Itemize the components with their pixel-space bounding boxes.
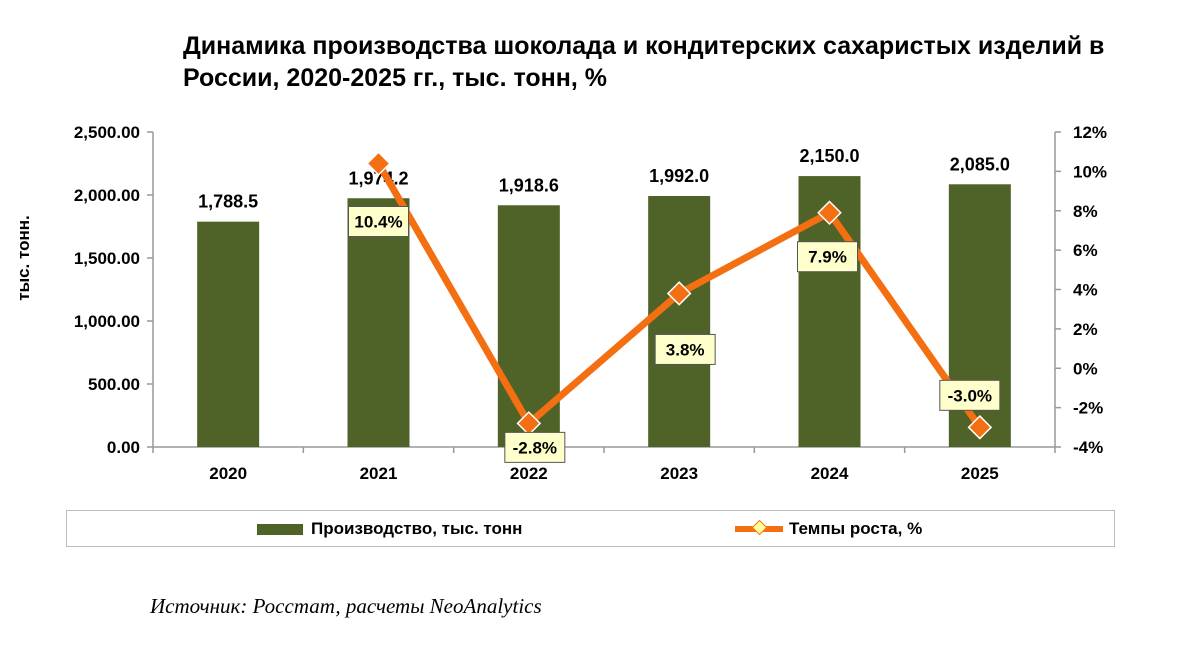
- y-tick-label: 1,000.00: [74, 312, 140, 331]
- growth-data-label: -3.0%: [948, 386, 992, 405]
- y-tick-label: 0.00: [107, 438, 140, 457]
- growth-label-box: [939, 379, 1001, 411]
- x-tick-label: 2023: [660, 464, 698, 483]
- y2-tick-label: -2%: [1073, 399, 1103, 418]
- y-tick-label: 500.00: [88, 375, 140, 394]
- x-tick-label: 2020: [209, 464, 247, 483]
- bar-data-label: 2,085.0: [950, 154, 1010, 174]
- y-tick-label: 2,500.00: [74, 123, 140, 142]
- x-tick-label: 2022: [510, 464, 548, 483]
- bar-data-label: 1,918.6: [499, 175, 559, 195]
- x-tick-label: 2025: [961, 464, 999, 483]
- y2-tick-label: 10%: [1073, 162, 1107, 181]
- y-tick-label: 2,000.00: [74, 186, 140, 205]
- bar-data-label: 2,150.0: [799, 146, 859, 166]
- bar-2021: [347, 198, 410, 447]
- growth-marker-2025: [967, 415, 993, 440]
- y2-tick-label: -4%: [1073, 438, 1103, 457]
- bar-data-label: 1,992.0: [649, 166, 709, 186]
- growth-data-label: 7.9%: [808, 248, 847, 267]
- bar-2023: [648, 196, 711, 447]
- y2-tick-label: 6%: [1073, 241, 1098, 260]
- y2-tick-label: 12%: [1073, 123, 1107, 142]
- growth-label-box: [797, 241, 858, 273]
- y2-tick-label: 4%: [1073, 281, 1098, 300]
- growth-marker-2021: [366, 151, 391, 176]
- legend-item-production: Производство, тыс. тонн: [257, 519, 522, 539]
- bar-data-label: 1,788.5: [198, 192, 258, 212]
- growth-marker-2024: [817, 200, 842, 226]
- y-tick-label: 1,500.00: [74, 249, 140, 268]
- y2-tick-label: 2%: [1073, 320, 1098, 339]
- growth-data-label: -2.8%: [513, 438, 557, 457]
- growth-label-box: [654, 333, 716, 365]
- growth-label-box: [504, 431, 566, 463]
- x-tick-label: 2021: [360, 464, 398, 483]
- legend-label-production: Производство, тыс. тонн: [311, 519, 523, 538]
- source-note: Источник: Росстат, расчеты NeoAnalytics: [150, 594, 542, 618]
- growth-label-box: [348, 206, 409, 237]
- y2-tick-label: 0%: [1073, 359, 1098, 378]
- legend-line-swatch: [735, 519, 783, 536]
- y2-tick-label: 8%: [1073, 202, 1098, 221]
- legend-item-growth: Темпы роста, %: [735, 519, 922, 539]
- bar-2022: [497, 205, 560, 447]
- chart-title: Динамика производства шоколада и кондите…: [183, 32, 1105, 92]
- growth-data-label: 10.4%: [354, 213, 402, 232]
- x-tick-label: 2024: [811, 464, 849, 483]
- growth-marker-2023: [666, 281, 692, 306]
- growth-data-label: 3.8%: [666, 340, 705, 359]
- legend: Производство, тыс. тонн Темпы роста, %: [66, 510, 1115, 547]
- legend-bar-swatch: [257, 523, 303, 535]
- bar-2020: [197, 221, 260, 447]
- legend-label-growth: Темпы роста, %: [789, 519, 923, 538]
